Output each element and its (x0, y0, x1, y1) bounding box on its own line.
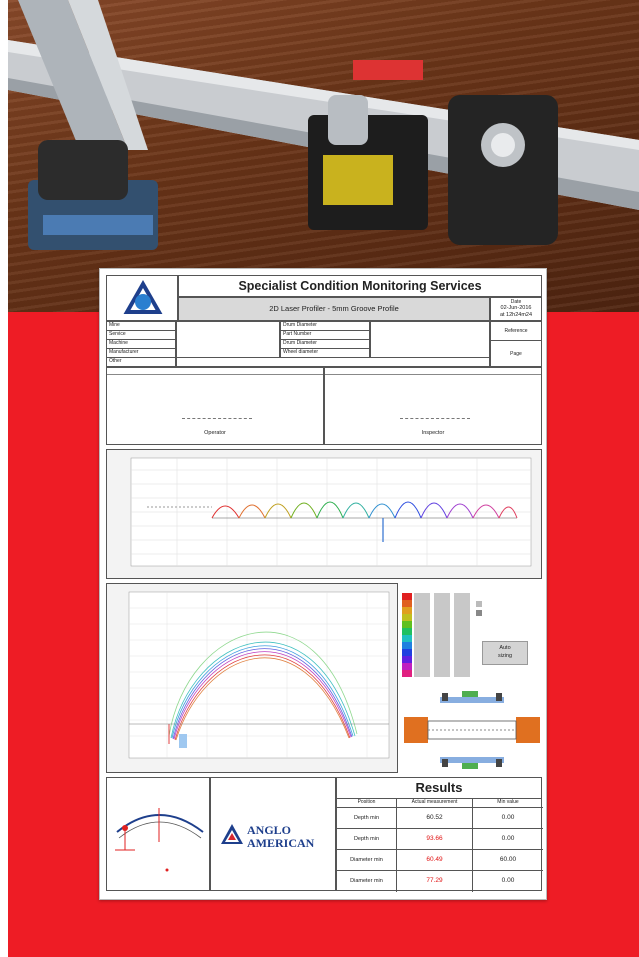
info-grid: Mine Service Machine Manufacturer Other … (106, 321, 542, 367)
profiler-device-illustration (8, 0, 639, 250)
table-row: Diameter min 60.49 60.00 (337, 850, 543, 871)
legend-panel (400, 585, 542, 681)
row-min: 60.00 (499, 856, 517, 863)
info-label: Service (109, 331, 126, 337)
date-label: Date (510, 299, 522, 305)
photo-laser-profiler (8, 0, 639, 312)
results-header-min: Min value (497, 799, 519, 805)
results-table: Results Position Actual measurement Min … (336, 777, 543, 892)
operator-signature-box: Operator (106, 367, 324, 445)
table-row: Depth min 93.66 0.00 (337, 829, 543, 850)
info-label: Part Number (283, 331, 312, 337)
info-label: Manufacturer (109, 349, 139, 355)
company-title: Specialist Condition Monitoring Services (238, 279, 482, 293)
anglo-american-logo-box: ANGLO AMERICAN (210, 777, 336, 891)
report-subtitle: 2D Laser Profiler - 5mm Groove Profile (269, 304, 399, 313)
profile-chart-panel (106, 449, 542, 579)
time-value: at 12h24m24 (499, 312, 533, 318)
report-sheet: Specialist Condition Monitoring Services… (99, 268, 547, 900)
info-label: Drum Diameter (283, 322, 317, 328)
subtitle-cell: 2D Laser Profiler - 5mm Groove Profile (178, 297, 490, 321)
operator-label: Operator (204, 430, 226, 436)
row-position: Diameter min (350, 878, 383, 884)
date-value: 02-Jun-2016 (500, 305, 532, 311)
reference-label: Reference (504, 328, 528, 334)
row-actual: 60.49 (426, 856, 443, 863)
row-position: Depth min (353, 836, 380, 842)
wheel-diagram (402, 687, 542, 773)
row-position: Depth min (353, 815, 380, 821)
row-position: Diameter min (350, 857, 383, 863)
info-label: Machine (109, 340, 128, 346)
title-cell: Specialist Condition Monitoring Services (178, 275, 542, 297)
inspector-label: Inspector (421, 430, 445, 436)
groove-measurement-diagram (115, 808, 204, 872)
logo-line2: AMERICAN (247, 836, 315, 850)
left-margin (0, 0, 8, 957)
inspector-signature-box: Inspector (324, 367, 542, 445)
page-label: Page (510, 351, 522, 357)
date-cell: Date 02-Jun-2016 at 12h24m24 (490, 297, 542, 321)
table-row: Diameter min 77.29 0.00 (337, 871, 543, 892)
wheel-cross-section-diagram (404, 691, 540, 769)
row-min: 0.00 (501, 877, 515, 884)
groove-diagram-box (106, 777, 210, 891)
row-min: 0.00 (501, 814, 515, 821)
row-min: 0.00 (501, 835, 515, 842)
overlay-profiles-chart (128, 591, 390, 759)
info-label: Wheel diameter (283, 349, 319, 355)
overlay-chart-panel (106, 583, 398, 773)
auto-sizing-label: sizing (497, 653, 513, 659)
row-actual: 77.29 (426, 877, 443, 884)
table-row: Depth min 60.52 0.00 (337, 808, 543, 829)
info-label: Mine (109, 322, 120, 328)
row-actual: 60.52 (426, 814, 443, 821)
company-logo-box (106, 275, 178, 321)
results-header-actual: Actual measurement (411, 799, 458, 805)
auto-sizing-label: Auto (499, 645, 511, 651)
company-logo-icon (123, 279, 163, 314)
results-header-position: Position (357, 799, 376, 805)
color-legend (402, 593, 482, 677)
groove-profile-chart (130, 457, 532, 567)
info-label: Drum Diameter (283, 340, 317, 346)
anglo-american-logo-icon (221, 824, 243, 844)
results-title: Results (415, 780, 463, 795)
row-actual: 93.66 (426, 835, 443, 842)
logo-line1: ANGLO (247, 823, 292, 837)
auto-sizing-button[interactable]: Auto sizing (482, 641, 528, 665)
info-label: Other (109, 358, 122, 364)
